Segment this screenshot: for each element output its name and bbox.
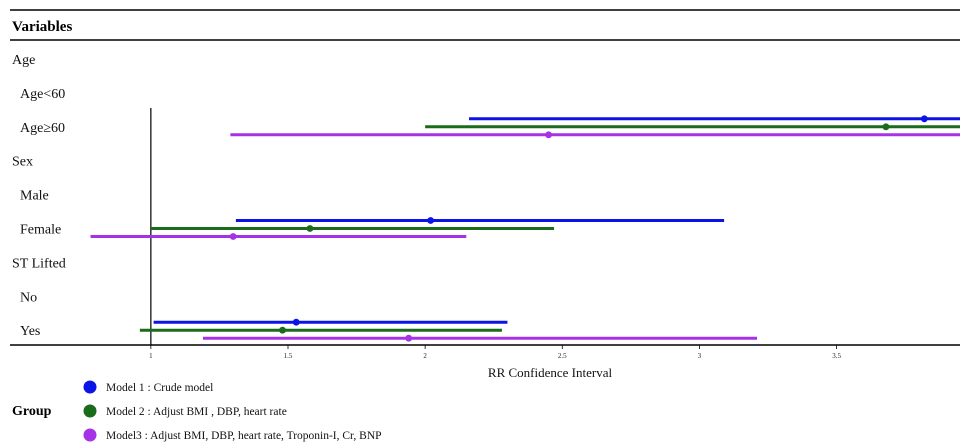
legend-entry: Model 1 : Crude model: [106, 382, 213, 394]
x-tick-label: 1.5: [284, 352, 293, 360]
legend-swatch: [83, 428, 97, 442]
point-estimate: [279, 326, 286, 334]
x-tick-label: 1: [149, 352, 153, 360]
legend: Model 1 : Crude model Model 2 : Adjust BM…: [83, 380, 382, 442]
x-tick-label: 2.5: [558, 352, 567, 360]
point-estimate: [306, 225, 314, 232]
point-estimate: [229, 233, 237, 240]
row-label: Yes: [20, 324, 40, 339]
x-axis-label: RR Confidence Interval: [488, 365, 613, 380]
point-estimate: [427, 217, 435, 224]
row-label: Sex: [12, 155, 33, 170]
legend-entry: Model3 : Adjust BMI, DBP, heart rate, Tr…: [106, 430, 382, 442]
legend-title: Group: [12, 404, 52, 419]
point-estimate: [920, 115, 928, 123]
x-tick-label: 3.5: [832, 352, 841, 360]
point-estimate: [292, 318, 300, 326]
row-label: Male: [20, 189, 49, 204]
point-estimate: [405, 334, 413, 342]
row-labels: Age Age<60 Age≥60 Sex Male Female ST Lifted No Y…: [12, 53, 66, 339]
axis-group: 1 1.5 2 2.5 3 3.5: [149, 108, 841, 360]
legend-entry: Model 2 : Adjust BMI , DBP, heart rate: [106, 406, 287, 418]
point-estimate: [882, 123, 890, 131]
row-label: Age<60: [20, 87, 65, 102]
ci-marks: [90, 115, 960, 342]
row-label: ST Lifted: [12, 256, 66, 271]
row-label: Age: [12, 53, 35, 68]
row-label: No: [20, 290, 37, 305]
row-label: Female: [20, 223, 61, 238]
row-label: Age≥60: [20, 121, 65, 136]
variables-header: Variables: [12, 19, 72, 35]
legend-swatch: [83, 404, 97, 418]
legend-swatch: [83, 380, 97, 394]
x-tick-label: 3: [698, 352, 702, 360]
point-estimate: [545, 131, 552, 139]
x-tick-label: 2: [423, 352, 427, 360]
